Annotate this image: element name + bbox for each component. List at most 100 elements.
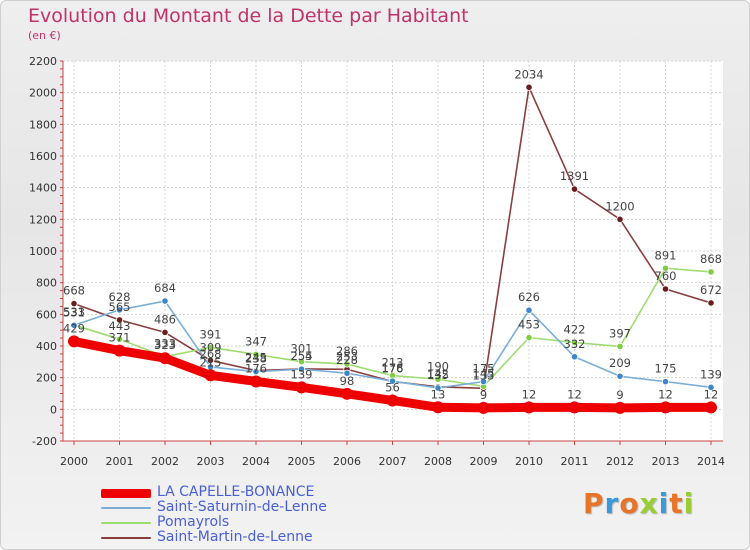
y-tick-label: 2000 [29,87,57,100]
data-point [525,306,533,314]
data-label: 12 [567,387,582,401]
data-point [434,384,442,392]
x-tick-label: 2002 [151,455,179,468]
data-point [479,378,488,386]
legend-item: Pomayrols [101,515,421,530]
data-point [616,215,624,223]
data-label: 286 [336,344,358,358]
x-tick-label: 2013 [652,455,680,468]
x-tick-label: 2007 [379,455,407,468]
data-label: 209 [609,356,631,370]
data-point [477,401,490,414]
x-tick-label: 2014 [697,455,725,468]
data-point [432,401,444,414]
data-label: 12 [522,387,537,401]
legend-label: Saint-Martin-de-Lenne [157,529,313,545]
data-label: 333 [154,337,176,351]
data-point [570,185,579,193]
data-label: 422 [564,323,586,337]
legend-swatch [101,488,151,498]
y-tick-label: 600 [36,308,57,321]
data-point [434,375,442,383]
data-point [659,401,672,414]
chart-title: Evolution du Montant de la Dette par Hab… [28,5,469,27]
y-tick-label: 1200 [29,213,57,226]
data-label: 255 [291,349,313,363]
data-point [616,342,624,351]
data-label: 245 [245,351,267,365]
legend-swatch [101,507,151,509]
data-point [115,316,124,324]
data-label: 347 [245,334,267,348]
x-tick-label: 2001 [106,455,134,468]
data-label: 254 [291,349,313,363]
data-label: 1200 [605,199,634,213]
data-label: 13 [431,387,446,401]
data-point [295,381,308,394]
proxiti-logo: Proxiti [583,487,694,520]
logo-letter: i [658,487,670,520]
data-label: 253 [336,349,358,363]
logo-letter: t [669,487,684,520]
data-label: 133 [473,368,495,382]
data-label: 668 [63,284,85,298]
legend-swatch [101,522,151,524]
data-label: 178 [382,361,404,375]
y-tick-label: 1600 [29,150,57,163]
data-point [614,401,626,414]
data-point [661,264,670,272]
data-point [707,299,715,307]
data-label: 760 [655,269,677,283]
y-tick-label: 2200 [29,55,57,68]
legend-item: Saint-Martin-de-Lenne [101,530,421,545]
legend-label: Pomayrols [157,514,230,530]
logo-letter: i [683,487,695,520]
y-tick-label: 0 [50,403,57,416]
data-label: 309 [200,340,222,354]
data-label: 142 [427,367,449,381]
data-label: 268 [200,347,222,361]
data-label: 1391 [560,169,589,183]
data-point [616,372,624,380]
x-tick-label: 2010 [515,455,543,468]
legend-item: LA CAPELLE-BONANCE [101,485,421,500]
legend-swatch [101,537,151,539]
data-label: 238 [245,352,267,366]
data-point [570,338,579,347]
data-point [341,387,353,400]
data-point [68,335,80,348]
data-point [525,334,533,342]
data-label: 531 [63,305,85,319]
data-point [705,401,717,414]
legend-item: Saint-Saturnin-de-Lenne [101,500,421,515]
logo-letter: P [583,487,605,520]
x-tick-label: 2003 [197,455,225,468]
data-label: 215 [200,355,222,369]
data-point [70,321,78,329]
data-label: 213 [382,356,404,370]
x-tick-label: 2008 [424,455,452,468]
logo-letter: r [604,487,620,520]
data-point [159,352,171,365]
data-label: 533 [63,305,85,319]
data-label: 175 [473,362,495,376]
data-label: 323 [154,338,176,352]
data-point [115,335,124,343]
data-label: 56 [385,380,400,394]
data-point [252,350,260,358]
data-point [568,401,581,414]
data-point [343,369,351,377]
data-point [388,377,397,385]
data-point [206,343,215,352]
data-label: 9 [616,388,623,402]
x-tick-label: 2000 [60,455,88,468]
data-label: 301 [291,342,313,356]
data-point [70,299,78,308]
data-label: 228 [336,353,358,367]
data-label: 429 [63,321,85,335]
data-label: 453 [518,318,540,332]
data-label: 397 [609,326,631,340]
y-tick-label: 1400 [29,182,57,195]
y-tick-label: 1000 [29,245,57,258]
y-tick-label: -200 [32,435,57,448]
